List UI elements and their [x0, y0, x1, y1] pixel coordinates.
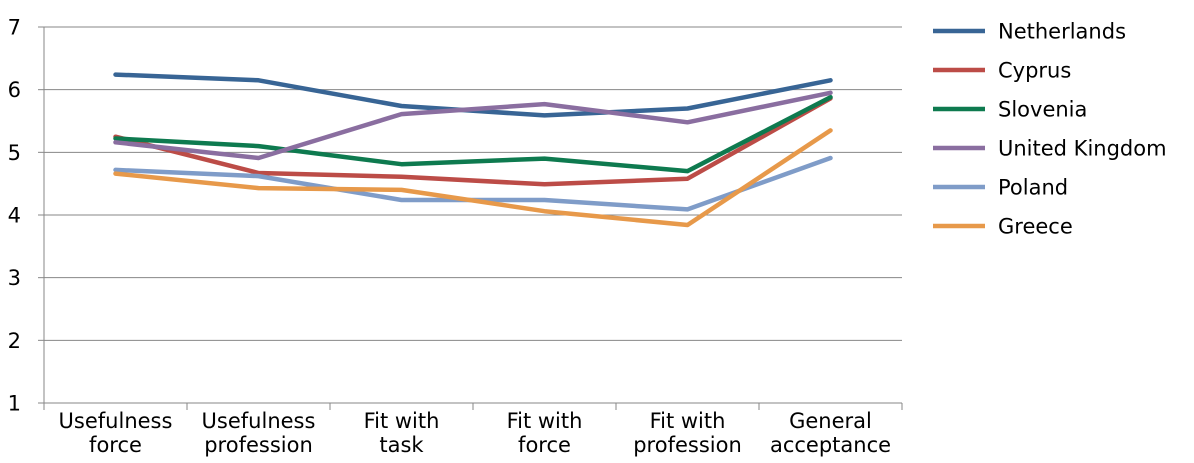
legend-label: Netherlands	[998, 20, 1126, 44]
series-line-cyprus	[113, 96, 833, 187]
x-axis-ticks: Usefulness force Usefulness profession Fit w…	[59, 409, 891, 457]
legend: Netherlands Cyprus Slovenia United Kingdom P…	[933, 20, 1167, 239]
series-line-greece	[113, 128, 833, 228]
legend-label: Cyprus	[998, 59, 1071, 83]
axes	[38, 26, 903, 410]
y-tick-label: 1	[8, 392, 21, 416]
series-lines	[113, 72, 833, 228]
x-tick-label: Fit with profession	[633, 409, 742, 457]
y-tick-label: 2	[8, 329, 21, 353]
series-line-united-kingdom	[113, 90, 833, 161]
legend-label: Slovenia	[998, 98, 1087, 122]
x-tick-label: Usefulness force	[59, 409, 173, 457]
y-tick-label: 7	[8, 16, 21, 40]
y-tick-label: 5	[8, 141, 21, 165]
legend-label: United Kingdom	[998, 137, 1167, 161]
series-line-slovenia	[113, 94, 833, 174]
legend-label: Poland	[998, 176, 1068, 200]
legend-label: Greece	[998, 215, 1073, 239]
x-tick-label: Usefulness profession	[202, 409, 316, 457]
gridlines	[44, 26, 902, 341]
x-tick-label: General acceptance	[770, 409, 891, 457]
x-tick-label: Fit with force	[507, 409, 583, 457]
x-tick-label: Fit with task	[364, 409, 440, 457]
y-axis-ticks: 1 2 3 4 5 6 7	[8, 16, 21, 416]
y-tick-label: 6	[8, 78, 21, 102]
y-tick-label: 3	[8, 266, 21, 290]
y-tick-label: 4	[8, 204, 21, 228]
